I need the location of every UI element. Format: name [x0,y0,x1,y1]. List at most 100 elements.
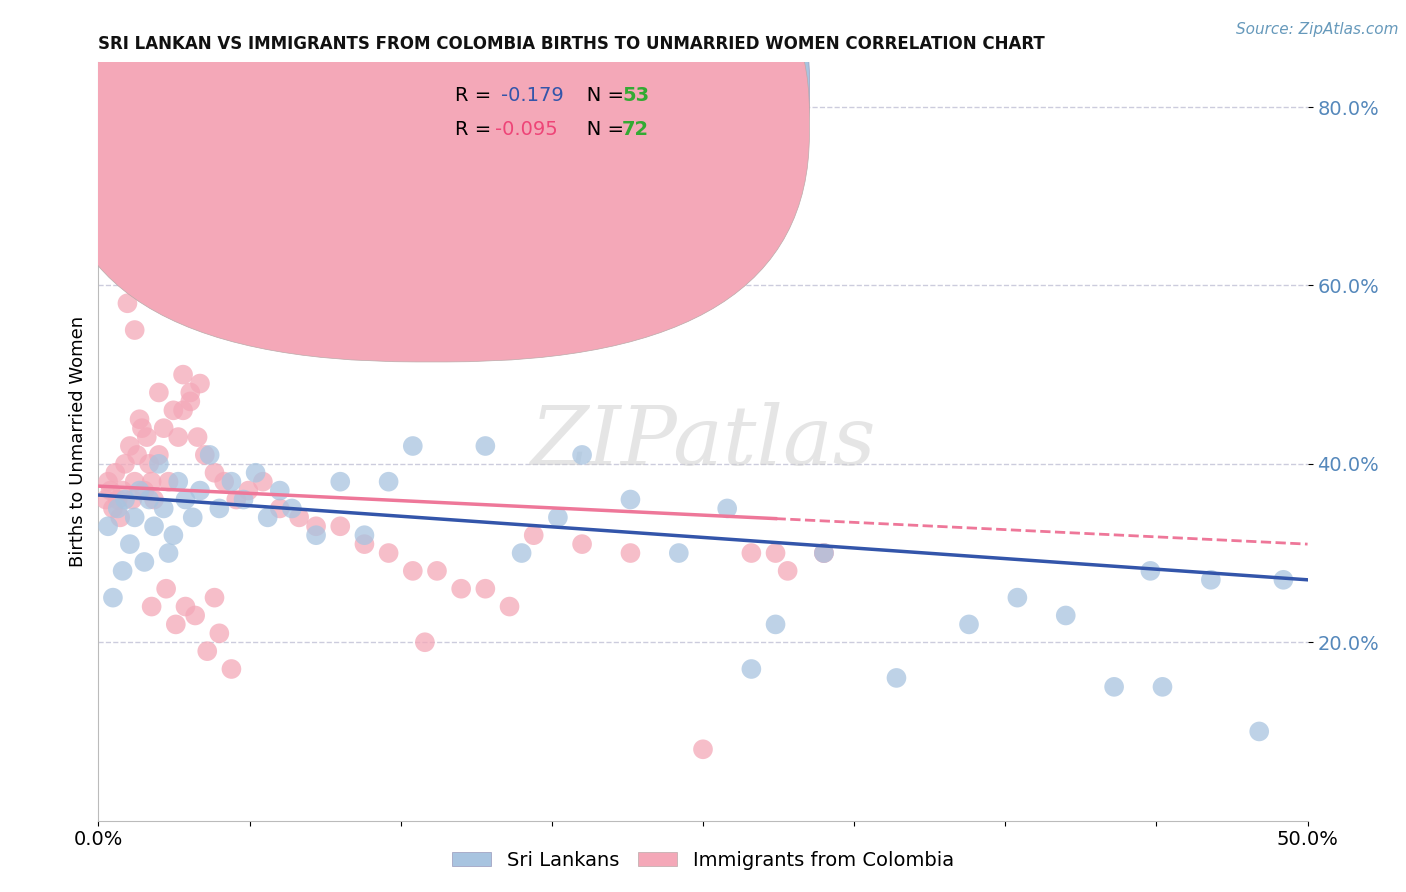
Point [740,546,762,560]
Text: N =: N = [568,86,630,104]
Point [329,475,352,489]
Point [668,546,690,560]
Point [221,662,243,676]
Point [305,528,328,542]
Point [128,483,150,498]
Point [413,635,436,649]
Point [124,323,146,337]
Point [188,376,211,391]
Point [353,528,375,542]
Point [377,475,399,489]
Point [172,403,194,417]
Point [162,528,184,542]
Text: SRI LANKAN VS IMMIGRANTS FROM COLOMBIA BIRTHS TO UNMARRIED WOMEN CORRELATION CHA: SRI LANKAN VS IMMIGRANTS FROM COLOMBIA B… [98,35,1045,53]
Point [402,564,425,578]
Point [114,492,136,507]
Point [179,394,201,409]
Point [188,483,211,498]
Point [619,546,641,560]
Point [1272,573,1295,587]
Point [104,466,127,480]
Point [269,501,291,516]
Point [208,626,231,640]
Point [172,368,194,382]
Point [1054,608,1077,623]
Point [167,475,190,489]
Point [1199,573,1222,587]
Point [886,671,908,685]
Point [1102,680,1125,694]
Point [776,564,799,578]
Point [101,591,124,605]
Point [148,385,170,400]
Point [100,483,122,498]
Point [204,466,226,480]
Text: -0.095: -0.095 [495,120,558,138]
FancyBboxPatch shape [53,0,810,327]
Point [547,510,569,524]
Point [232,492,254,507]
Point [813,546,835,560]
Point [426,564,449,578]
Point [167,430,190,444]
Point [498,599,520,614]
Point [288,510,311,524]
Point [101,501,124,516]
Point [256,510,278,524]
Point [143,492,166,507]
Point [118,439,141,453]
Point [402,439,425,453]
Point [281,501,304,516]
Point [305,519,328,533]
Point [117,296,139,310]
Point [128,412,150,426]
Point [131,421,153,435]
Point [111,483,134,498]
Point [174,492,197,507]
Point [179,385,201,400]
Point [141,599,163,614]
Point [121,492,143,507]
Point [117,260,139,275]
Point [1249,724,1271,739]
Point [813,546,835,560]
Point [957,617,980,632]
Point [1007,591,1029,605]
Point [571,537,593,551]
Point [619,492,641,507]
FancyBboxPatch shape [395,62,740,150]
Point [127,448,149,462]
Point [165,617,187,632]
Point [148,457,170,471]
Point [198,448,221,462]
Point [245,466,267,480]
Text: 72: 72 [621,120,650,138]
Point [138,457,160,471]
Point [155,582,177,596]
Point [571,448,593,462]
Point [111,564,134,578]
Point [523,528,546,542]
Point [510,546,533,560]
Point [152,501,174,516]
Point [740,662,762,676]
Point [152,421,174,435]
Point [187,430,209,444]
Point [329,519,352,533]
Point [204,591,226,605]
Point [252,475,274,489]
Point [194,448,217,462]
Point [238,483,260,498]
Point [450,582,472,596]
Point [813,546,835,560]
Point [1139,564,1161,578]
Point [195,644,218,658]
Point [437,180,460,194]
Point [124,475,146,489]
Point [108,510,131,524]
Point [94,492,117,507]
Text: 53: 53 [621,86,650,104]
Point [148,448,170,462]
Text: N =: N = [568,120,630,138]
Point [181,510,204,524]
